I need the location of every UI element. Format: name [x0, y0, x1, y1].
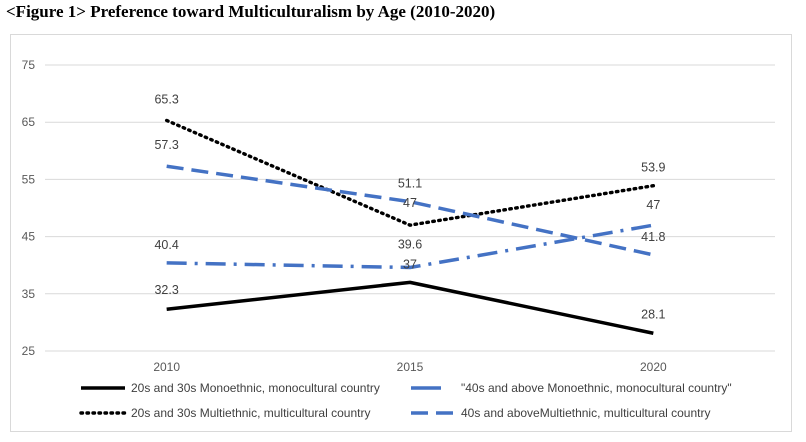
chart-frame: 25 35 45 55 65 75 2010 2015 2020 32.3 37 28.1 40.4 39… [10, 34, 792, 432]
series-line-3 [164, 118, 656, 227]
data-label: 53.9 [641, 161, 665, 175]
series-line-2 [166, 223, 654, 270]
series-line-1 [166, 280, 654, 335]
y-tick-label: 25 [22, 344, 36, 358]
data-label: 47 [403, 196, 417, 210]
legend-label: 20s and 30s Monoethnic, monocultural cou… [131, 381, 380, 395]
data-label: 32.3 [154, 283, 178, 297]
y-tick-label: 55 [22, 172, 36, 186]
data-label: 39.6 [398, 237, 422, 251]
data-label: 51.1 [398, 177, 422, 191]
data-label: 57.3 [154, 138, 178, 152]
data-label: 65.3 [154, 92, 178, 106]
legend-label: 40s and aboveMultiethnic, multicultural … [461, 406, 710, 420]
series-line-4 [166, 164, 654, 257]
x-tick-label: 2015 [397, 360, 424, 374]
figure-title: <Figure 1> Preference toward Multicultur… [6, 2, 496, 21]
data-label: 47 [646, 198, 660, 212]
x-tick-label: 2010 [153, 360, 180, 374]
line-chart: 25 35 45 55 65 75 2010 2015 2020 32.3 37 28.1 40.4 39… [22, 58, 775, 420]
data-label: 28.1 [641, 307, 665, 321]
legend-label: "40s and above Monoethnic, monocultural … [461, 381, 732, 395]
y-tick-label: 65 [22, 115, 36, 129]
x-tick-label: 2020 [640, 360, 667, 374]
y-tick-label: 35 [22, 287, 36, 301]
y-tick-label: 45 [22, 230, 36, 244]
data-label: 41.8 [641, 230, 665, 244]
data-label: 37 [403, 257, 417, 271]
y-tick-label: 75 [22, 58, 36, 72]
data-label: 40.4 [154, 238, 178, 252]
legend-label: 20s and 30s Multiethnic, multicultural c… [131, 406, 370, 420]
